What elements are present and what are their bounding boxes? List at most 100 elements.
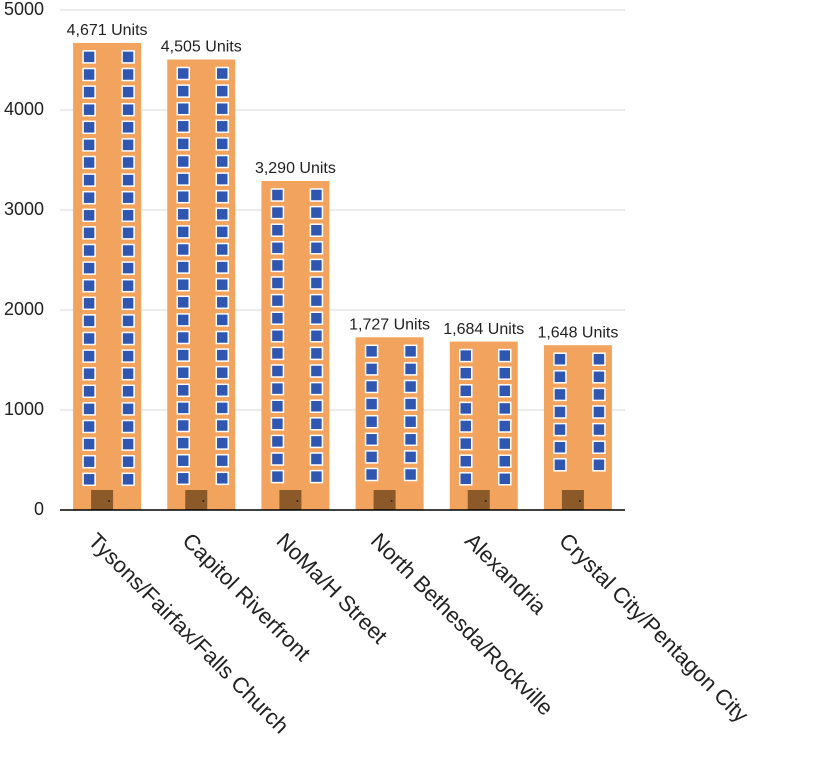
y-tick-label: 1000: [4, 399, 44, 419]
value-label: 1,727 Units: [349, 317, 430, 334]
window: [215, 365, 229, 380]
x-tick-label: Alexandria: [460, 528, 552, 620]
window: [176, 401, 190, 415]
window: [215, 137, 229, 151]
window: [215, 119, 229, 134]
window: [403, 467, 418, 482]
window: [498, 401, 512, 416]
door: [279, 490, 302, 510]
y-tick-label: 2000: [4, 299, 44, 319]
window: [176, 119, 190, 134]
window: [553, 370, 567, 384]
window: [270, 346, 285, 361]
window: [364, 414, 379, 429]
window: [215, 225, 229, 239]
window: [498, 454, 512, 468]
window: [309, 276, 324, 290]
window: [121, 50, 135, 64]
window: [176, 277, 190, 292]
window: [309, 329, 324, 343]
window: [82, 314, 96, 328]
window: [176, 365, 190, 380]
window: [309, 293, 324, 308]
window: [215, 383, 229, 398]
window: [215, 101, 229, 116]
window: [121, 208, 135, 223]
window: [121, 366, 135, 381]
window: [82, 208, 96, 223]
window: [215, 84, 229, 98]
window: [403, 397, 418, 411]
window: [176, 189, 190, 204]
door: [185, 490, 208, 510]
window: [121, 349, 135, 363]
window: [553, 422, 567, 437]
window: [121, 120, 135, 135]
window: [498, 436, 512, 451]
window: [459, 348, 473, 363]
window: [121, 173, 135, 187]
value-label: 4,505 Units: [161, 39, 242, 56]
window: [364, 344, 379, 359]
door: [373, 490, 396, 510]
x-tick-label: Tysons/Fairfax/Falls Church: [83, 528, 293, 738]
window: [176, 172, 190, 186]
y-tick-label: 4000: [4, 99, 44, 119]
door: [561, 490, 584, 510]
window: [403, 379, 418, 394]
window: [215, 207, 229, 222]
window: [176, 66, 190, 81]
window: [121, 402, 135, 416]
window: [270, 469, 285, 484]
window: [176, 84, 190, 98]
window: [82, 120, 96, 135]
window: [403, 362, 418, 376]
window: [553, 387, 567, 402]
window: [121, 190, 135, 205]
window: [82, 366, 96, 381]
window: [121, 331, 135, 346]
window: [121, 314, 135, 328]
window: [176, 260, 190, 274]
door-knob: [296, 500, 299, 502]
door: [467, 490, 490, 510]
window: [270, 258, 285, 273]
window: [215, 189, 229, 204]
window: [270, 434, 285, 449]
window: [309, 311, 324, 325]
window: [364, 467, 379, 482]
window: [82, 155, 96, 170]
window: [498, 348, 512, 363]
window: [403, 344, 418, 359]
y-tick-label: 5000: [4, 0, 44, 19]
window: [309, 452, 324, 466]
window: [459, 454, 473, 468]
window: [176, 453, 190, 468]
window: [82, 278, 96, 293]
door-knob: [108, 500, 111, 502]
window: [82, 331, 96, 346]
window: [82, 402, 96, 416]
window: [215, 471, 229, 486]
window: [82, 296, 96, 311]
window: [459, 472, 473, 486]
window: [121, 472, 135, 487]
window: [592, 352, 606, 366]
window: [176, 242, 190, 257]
window: [176, 137, 190, 151]
window: [215, 154, 229, 169]
door-knob: [578, 500, 581, 502]
y-tick-label: 3000: [4, 199, 44, 219]
window: [459, 366, 473, 380]
window: [176, 348, 190, 362]
window: [459, 436, 473, 451]
window: [364, 362, 379, 376]
x-tick-label: Crystal City/Pentagon City: [554, 528, 753, 727]
window: [215, 453, 229, 468]
window: [176, 295, 190, 310]
window: [309, 417, 324, 431]
window: [82, 190, 96, 205]
window: [215, 348, 229, 362]
